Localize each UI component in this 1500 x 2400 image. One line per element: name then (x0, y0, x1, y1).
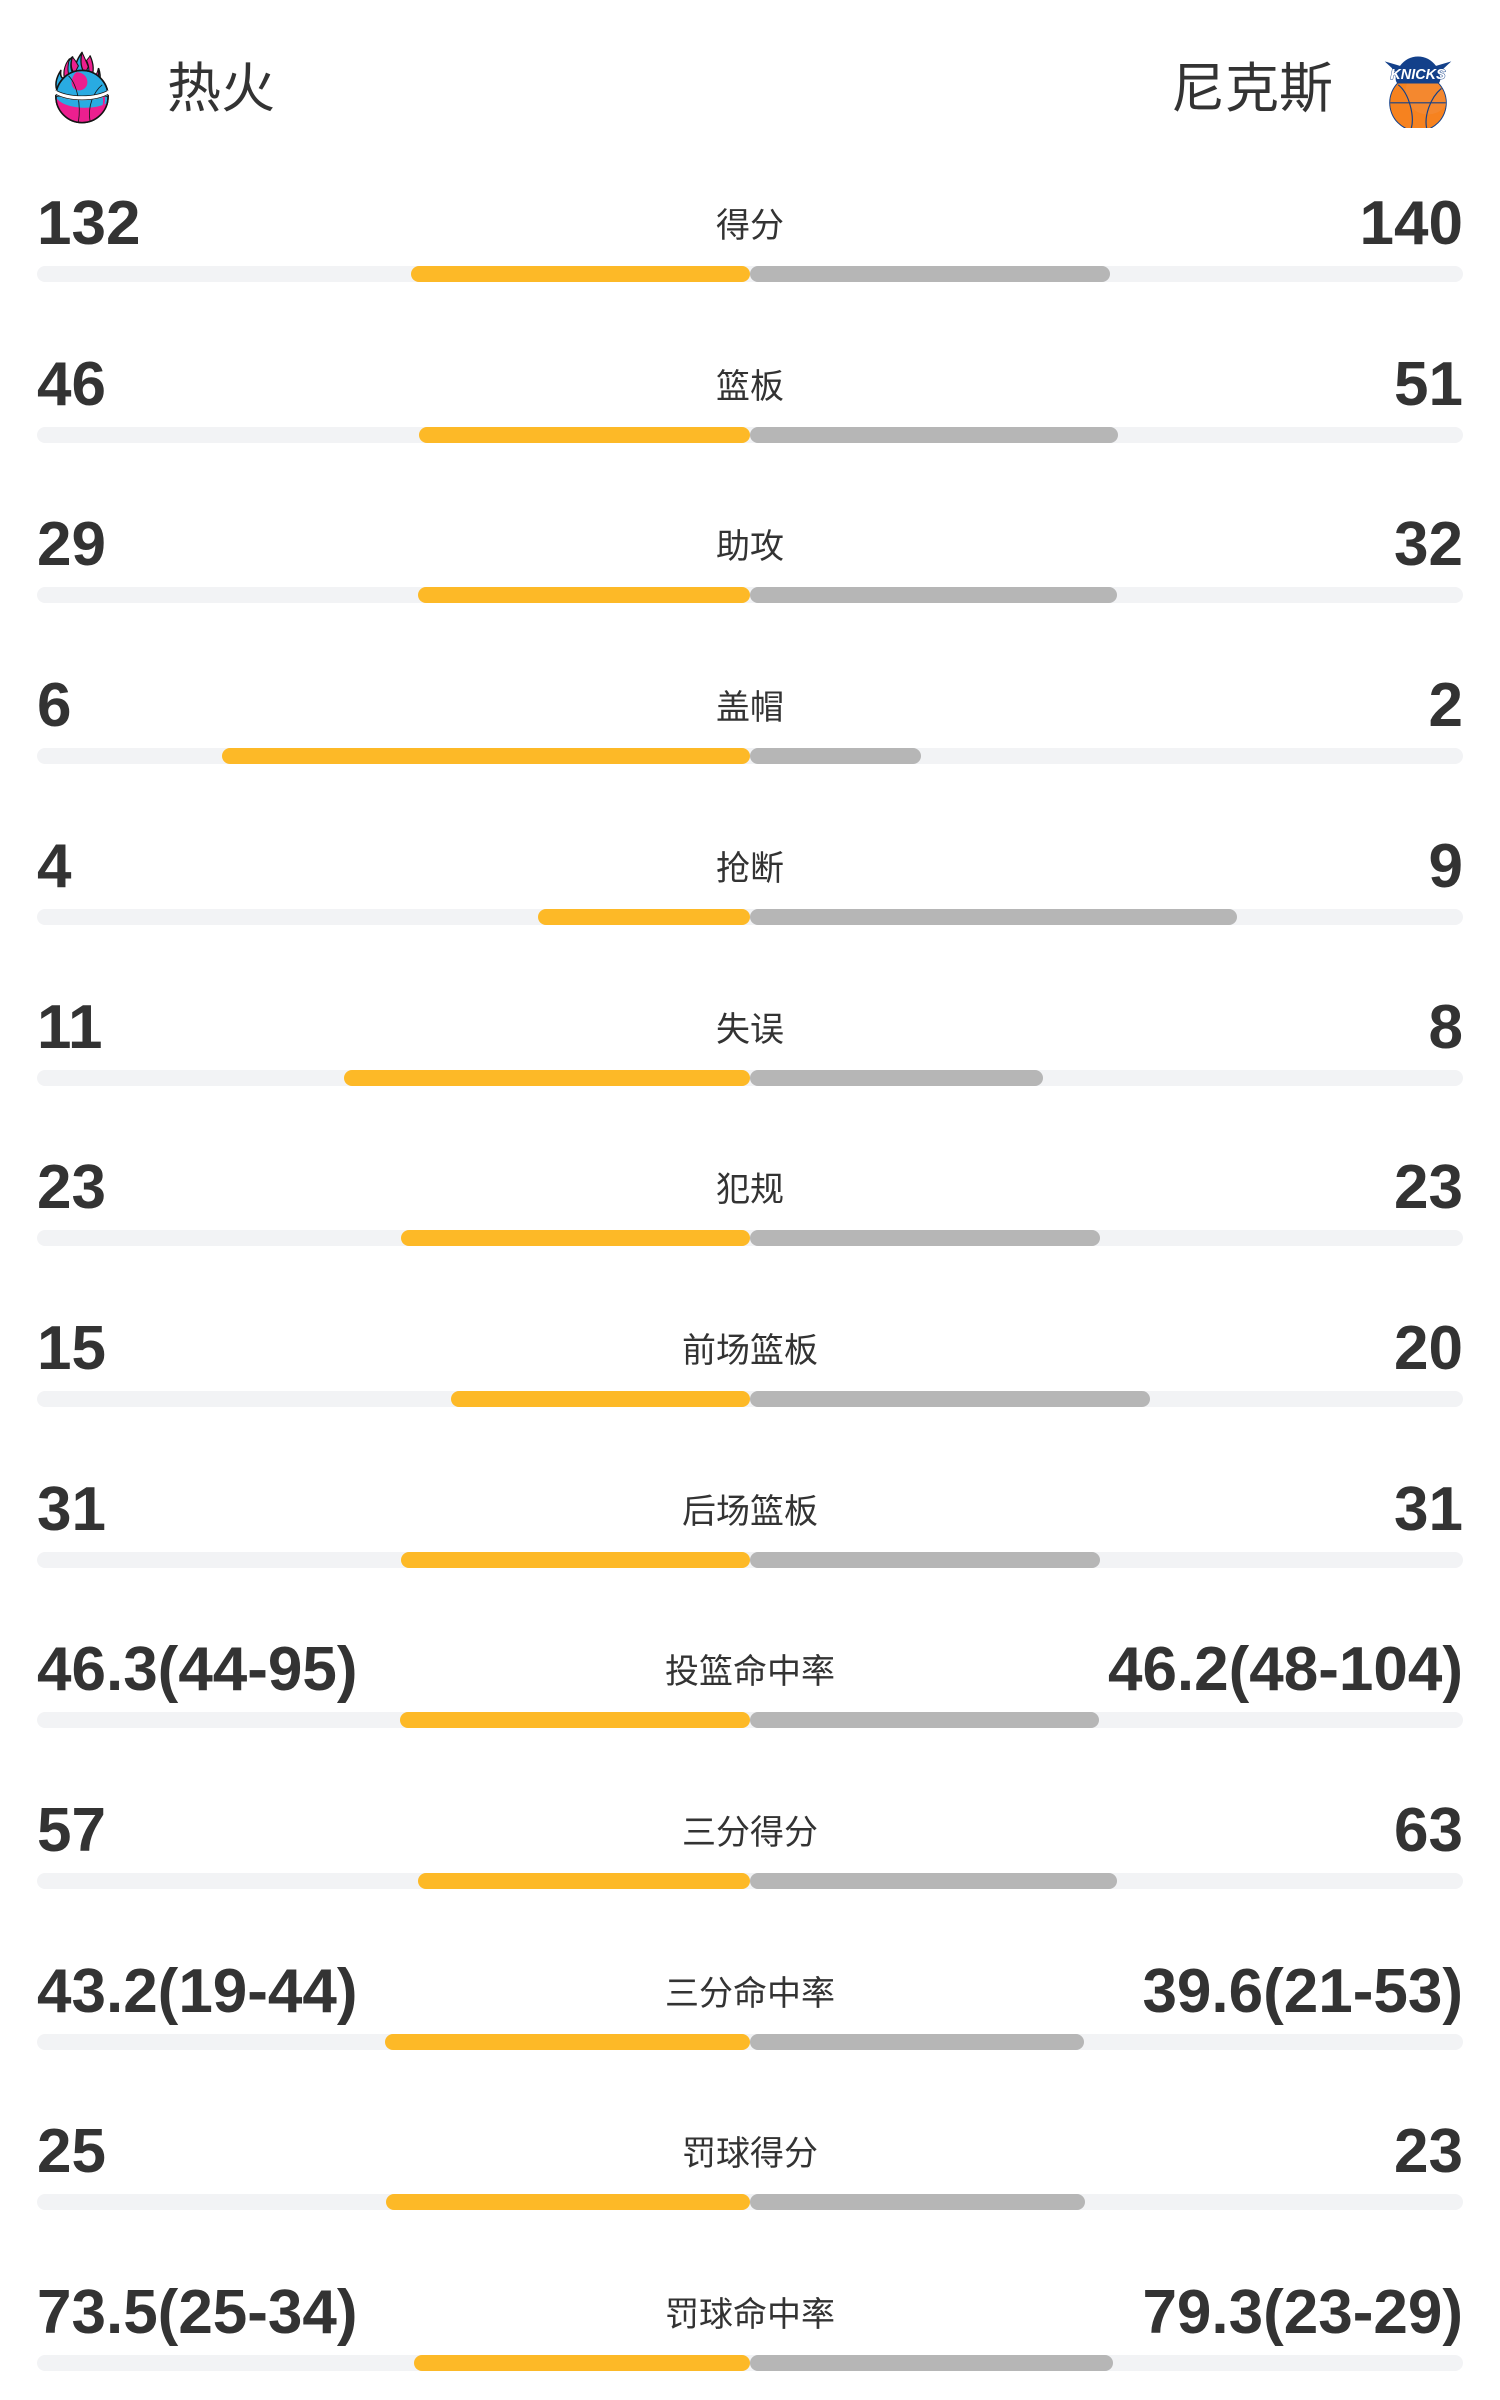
svg-text:KNICKS: KNICKS (1390, 67, 1446, 83)
